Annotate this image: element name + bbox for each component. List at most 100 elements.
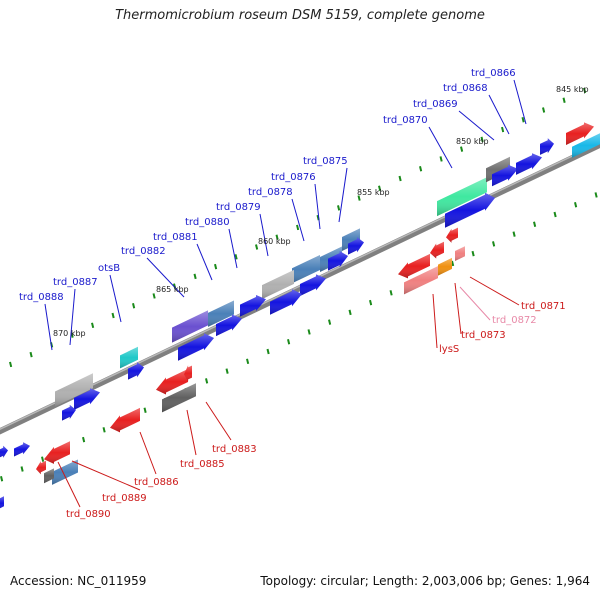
gene-label[interactable]: trd_0881 (153, 232, 198, 243)
gene-label[interactable]: trd_0882 (121, 246, 166, 257)
label-leaders (44, 79, 527, 508)
tick-mark (20, 466, 24, 472)
tick-mark (225, 368, 229, 374)
gene-feature-shading (36, 460, 46, 475)
tick-mark (328, 319, 332, 325)
tick-mark (348, 309, 352, 316)
label-leader-line (57, 461, 81, 508)
tick-mark (419, 165, 423, 172)
tick-mark (152, 293, 156, 299)
gene-label[interactable]: trd_0872 (492, 315, 537, 326)
ruler-label: 870 kbp (53, 329, 86, 338)
label-leader-line (139, 431, 157, 475)
tick-mark (70, 332, 74, 338)
tick-mark (337, 205, 341, 211)
gene-label[interactable]: trd_0890 (66, 509, 111, 520)
label-leader-line (488, 94, 510, 135)
gene-label[interactable]: trd_0887 (53, 277, 98, 288)
tick-mark (439, 156, 443, 162)
label-leader-line (196, 243, 213, 281)
label-leader-line (458, 110, 495, 141)
gene-feature-shading (398, 253, 430, 279)
gene-label[interactable]: trd_0885 (180, 459, 225, 470)
tick-mark (471, 250, 475, 257)
gene-feature-shading (348, 237, 364, 255)
label-leader-line (314, 183, 321, 230)
tick-mark (562, 97, 566, 103)
gene-feature-shading (62, 404, 76, 421)
gene-feature-shading (44, 441, 70, 464)
gene-feature-shading (156, 369, 188, 395)
tick-mark (389, 290, 393, 296)
gene-feature-shading (446, 227, 458, 243)
label-leader-line (459, 286, 491, 321)
gene-label[interactable]: otsB (98, 263, 120, 274)
gene-feature-shading (208, 300, 234, 327)
label-leader-line (186, 409, 197, 456)
gene-feature-shading (492, 164, 518, 187)
tick-mark (0, 476, 4, 482)
tick-mark (143, 407, 147, 413)
gene-label[interactable]: trd_0869 (413, 99, 458, 110)
gene-feature-shading (262, 269, 294, 300)
label-leader-line (205, 401, 232, 441)
gene-feature-shading (110, 407, 140, 433)
map-title: Thermomicrobium roseum DSM 5159, complet… (115, 8, 485, 23)
gene-feature-shading (178, 333, 214, 361)
gene-feature-shading (342, 228, 360, 251)
gene-label[interactable]: trd_0888 (19, 292, 64, 303)
ruler-label: 860 kbp (258, 237, 291, 246)
gene-label[interactable]: lysS (439, 344, 459, 355)
tick-mark (357, 195, 361, 201)
gene-feature-shading (44, 468, 54, 484)
gene-label[interactable]: trd_0886 (134, 477, 179, 488)
tick-mark (246, 358, 250, 365)
gene-label[interactable]: trd_0868 (443, 83, 488, 94)
tick-mark (214, 263, 218, 270)
gene-label[interactable]: trd_0880 (185, 217, 230, 228)
gene-feature-shading (128, 362, 144, 380)
tick-mark (9, 361, 13, 368)
gene-feature-shading (162, 383, 196, 413)
gene-feature-shading (0, 445, 8, 458)
accession-text: Accession: NC_011959 (10, 574, 147, 588)
gene-label[interactable]: trd_0873 (461, 330, 506, 341)
gene-label[interactable]: trd_0875 (303, 156, 348, 167)
gene-label[interactable]: trd_0871 (521, 301, 566, 312)
gene-feature-shading (540, 138, 554, 155)
gene-feature-shading (437, 177, 487, 217)
ruler-label: 850 kbp (456, 137, 489, 146)
tick-mark (234, 254, 238, 260)
label-leader-line (513, 79, 527, 125)
tick-mark (480, 136, 484, 143)
label-leader-line (69, 288, 76, 346)
gene-feature-shading (430, 241, 444, 259)
gene-label[interactable]: trd_0866 (471, 68, 516, 79)
ruler-label: 855 kbp (357, 188, 390, 197)
tick-mark (102, 427, 106, 433)
gene-label[interactable]: trd_0883 (212, 444, 257, 455)
tick-mark (583, 87, 587, 94)
tick-mark (255, 244, 259, 250)
tick-mark (512, 231, 516, 237)
gene-features (0, 122, 600, 509)
reverse-gene-labels: trd_0871 trd_0872 trd_0873 lysS trd_0883… (66, 301, 566, 520)
gene-label[interactable]: trd_0876 (271, 172, 316, 183)
gene-feature-shading (516, 153, 542, 175)
tick-mark (266, 348, 270, 355)
tick-mark (553, 211, 557, 218)
label-leader-line (469, 276, 520, 306)
gene-feature-shading (55, 373, 93, 407)
gene-label[interactable]: trd_0879 (216, 202, 261, 213)
label-leader-line (146, 257, 185, 298)
gene-label[interactable]: trd_0878 (248, 187, 293, 198)
tick-mark (398, 175, 402, 182)
genome-summary-text: Topology: circular; Length: 2,003,006 bp… (260, 574, 590, 588)
tick-mark (574, 201, 578, 208)
gene-label[interactable]: trd_0889 (102, 493, 147, 504)
gene-label[interactable]: trd_0870 (383, 115, 428, 126)
tick-mark (91, 322, 95, 329)
label-leader-line (71, 460, 141, 491)
tick-mark (29, 351, 33, 358)
